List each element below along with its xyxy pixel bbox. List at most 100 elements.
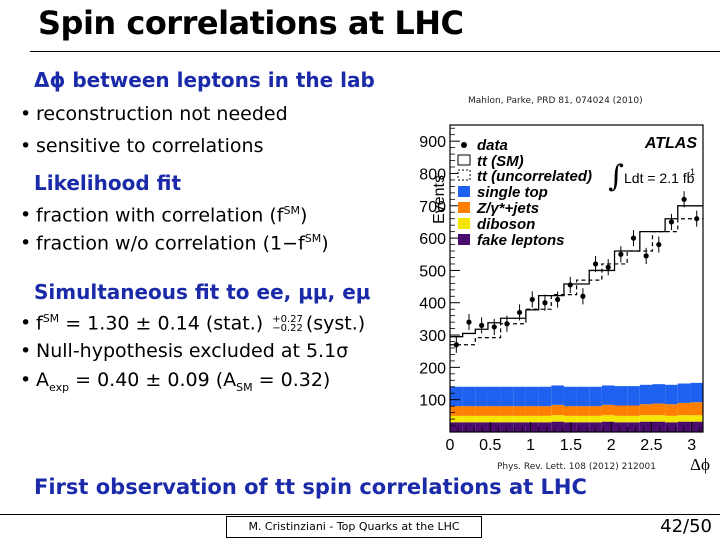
bullet-text: Null-hypothesis excluded at 5.1σ — [36, 340, 349, 362]
legend-data-marker — [461, 142, 467, 148]
data-point — [630, 235, 637, 241]
stack-bar-z-jets — [487, 406, 501, 416]
bullet-text: A — [36, 369, 49, 391]
bullet-reconstruction: • reconstruction not needed — [20, 103, 288, 125]
stack-bar-single-top — [652, 384, 666, 404]
reference-mahlon-parke: Mahlon, Parke, PRD 81, 074024 (2010) — [468, 96, 643, 106]
bullet-text: = 0.32) — [252, 369, 331, 391]
stack-bar-z-jets — [538, 406, 552, 416]
y-tick-label: 100 — [419, 393, 446, 410]
bullet-fraction-corr: • fraction with correlation (fSM) — [20, 204, 308, 227]
stack-bar-single-top — [487, 386, 501, 407]
error-minus: −0.22 — [272, 322, 303, 334]
stack-bar-z-jets — [652, 403, 666, 416]
stack-bar-fake-leptons — [576, 422, 590, 432]
legend-z-jets: Z/γ*+jets — [476, 200, 539, 217]
y-axis-title: Events — [431, 175, 448, 224]
stack-bar-fake-leptons — [487, 422, 501, 432]
stack-bar-single-top — [665, 384, 678, 405]
legend-z-jets-marker — [458, 202, 470, 213]
stack-bar-single-top — [639, 384, 653, 405]
y-tick-label: 700 — [419, 199, 446, 216]
stack-bar-diboson — [513, 415, 526, 423]
stack-bar-z-jets — [614, 405, 628, 416]
stack-bar-fake-leptons — [677, 421, 691, 432]
y-tick-label: 800 — [419, 166, 446, 183]
error-plus: +0.27 — [272, 313, 303, 325]
atlas-label: ATLAS — [644, 135, 697, 152]
stack-bar-fake-leptons — [450, 422, 463, 432]
bullet-text: ) — [321, 232, 329, 255]
bullet-text: = 1.30 ± 0.14 (stat.) — [59, 312, 270, 335]
stack-bar-z-jets — [690, 402, 703, 416]
data-point — [504, 321, 510, 327]
stack-bar-diboson — [677, 415, 691, 422]
heading-delta-phi: Δϕ between leptons in the lab — [34, 68, 375, 92]
stack-bar-diboson — [450, 415, 463, 423]
data-point — [592, 261, 599, 267]
stack-bar-diboson — [500, 415, 514, 423]
x-axis-title: Δϕ — [690, 455, 710, 474]
data-point — [580, 293, 586, 299]
stack-bar-z-jets — [639, 404, 653, 416]
stack-bar-z-jets — [589, 406, 602, 416]
data-point — [567, 282, 573, 288]
y-tick-label: 400 — [419, 296, 446, 313]
legend-tt-sm-marker — [457, 154, 471, 166]
x-tick-label: 1 — [526, 437, 535, 454]
data-point — [529, 296, 535, 303]
stack-bar-diboson — [614, 415, 628, 423]
stack-bar-diboson — [475, 415, 488, 423]
bullet-null-hypothesis: • Null-hypothesis excluded at 5.1σ — [20, 340, 349, 362]
data-point — [643, 253, 649, 259]
stack-bar-single-top — [450, 386, 463, 407]
stack-bar-fake-leptons — [551, 421, 564, 432]
x-tick-label: 3 — [687, 437, 696, 454]
data-point — [542, 300, 548, 306]
y-tick-label: 900 — [419, 134, 446, 151]
data-point — [453, 342, 459, 348]
x-tick-label: 2.5 — [640, 437, 662, 454]
bullet-text: f — [36, 312, 43, 335]
stack-bar-single-top — [677, 383, 691, 403]
legend-single-top-marker — [458, 186, 470, 197]
stack-bar-single-top — [690, 382, 703, 403]
stack-bar-diboson — [652, 415, 666, 422]
data-point — [681, 196, 687, 202]
luminosity-label: Ldt = 2.1 fb — [624, 170, 695, 186]
stack-bar-single-top — [601, 385, 615, 405]
stack-bar-z-jets — [677, 402, 691, 416]
heading-likelihood: Likelihood fit — [34, 171, 182, 195]
stack-bar-single-top — [614, 386, 628, 406]
data-point — [618, 251, 624, 257]
stack-bar-fake-leptons — [614, 422, 628, 432]
stack-bar-fake-leptons — [601, 421, 615, 432]
stack-bar-fake-leptons — [589, 422, 602, 432]
legend-diboson: diboson — [477, 216, 535, 233]
x-tick-label: 0 — [446, 437, 455, 454]
stack-bar-diboson — [601, 415, 615, 422]
bullet-fraction-uncorr: • fraction w/o correlation (1−fSM) — [20, 232, 329, 255]
stack-bar-fake-leptons — [475, 422, 488, 432]
data-point — [491, 324, 497, 330]
bullet-fsm-value: • fSM = 1.30 ± 0.14 (stat.) +0.27 −0.22 (sy… — [20, 312, 366, 335]
y-tick-label: 500 — [419, 263, 446, 280]
data-point — [555, 296, 561, 303]
heading-simultaneous: Simultaneous fit to ee, μμ, eμ — [34, 280, 371, 304]
data-point — [516, 309, 523, 316]
stack-bar-diboson — [690, 415, 703, 422]
tt-sm-line — [450, 205, 703, 338]
bullet-text: fraction with correlation (f — [36, 204, 284, 227]
luminosity-superscript: -1 — [687, 167, 695, 177]
legend-fake-leptons-marker — [458, 234, 470, 245]
page-number: 42/50 — [660, 516, 712, 537]
stack-bar-diboson — [665, 415, 678, 423]
x-tick-label: 2 — [607, 437, 616, 454]
stack-bar-z-jets — [563, 406, 577, 416]
stack-bar-single-top — [576, 386, 590, 407]
stack-bar-fake-leptons — [563, 422, 577, 432]
title-divider — [30, 51, 720, 52]
reference-prl: Phys. Rev. Lett. 108 (2012) 212001 — [497, 462, 656, 472]
bullet-text: fraction w/o correlation (1−f — [36, 232, 305, 255]
legend-diboson-marker — [458, 218, 470, 229]
